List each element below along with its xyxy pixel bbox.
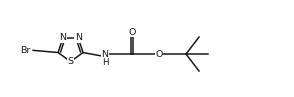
Text: N: N: [101, 50, 108, 59]
Text: O: O: [128, 28, 136, 37]
Text: O: O: [155, 50, 163, 59]
Text: H: H: [102, 58, 108, 67]
Text: N: N: [75, 33, 82, 42]
Text: N: N: [59, 33, 66, 42]
Text: S: S: [68, 57, 74, 66]
Text: Br: Br: [20, 46, 30, 55]
